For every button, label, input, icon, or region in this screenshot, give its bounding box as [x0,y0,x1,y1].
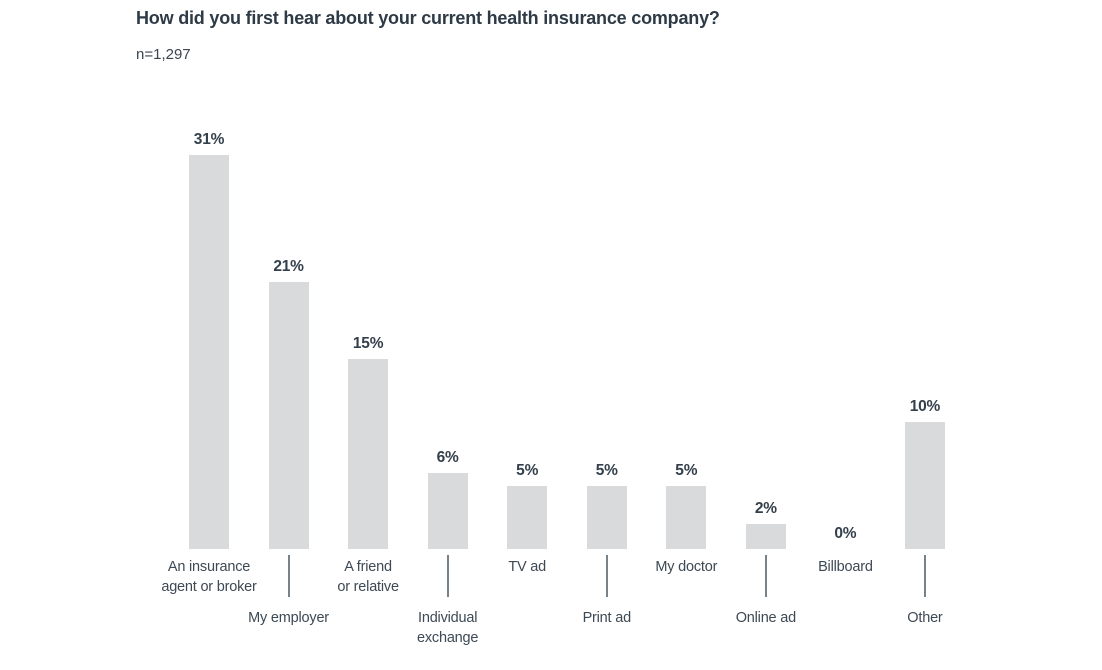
bar-value-label: 6% [436,448,459,466]
tick-line [923,555,926,597]
bar [268,282,309,549]
bar [189,155,229,549]
category-label: My employer [248,610,329,626]
chart-title: How did you first hear about your curren… [136,8,720,28]
bar-value-label: 5% [675,461,698,479]
category-label: Billboard [818,559,873,575]
bar [666,485,707,549]
bar-value-label: 5% [595,461,618,479]
category-label: An insurance agent or broker [161,559,257,595]
bar-value-label: 10% [909,398,941,415]
category-label: Other [907,610,943,626]
category-label: Individual exchange [416,610,479,646]
tick-line [287,555,290,597]
bar-value-label: 5% [516,461,539,479]
category-label: TV ad [508,559,547,575]
bar-value-label: 15% [352,334,384,352]
category-label: My doctor [655,559,718,575]
bar-value-label: 2% [754,499,777,517]
bar [745,523,786,549]
bar [348,358,389,549]
bar-value-label: 31% [193,131,225,149]
bar [507,485,548,549]
tick-line [605,555,608,597]
bar-value-label: 0% [834,525,857,542]
bar-value-label: 21% [273,258,304,276]
category-label: Online ad [735,610,796,626]
bar [904,422,945,549]
sample-size-label: n=1,297 [136,46,191,63]
bar [427,472,468,549]
bar [586,485,627,549]
tick-line [764,555,767,597]
tick-line [446,555,449,597]
category-label: A friend or relative [337,559,399,595]
category-label: Print ad [582,610,632,626]
